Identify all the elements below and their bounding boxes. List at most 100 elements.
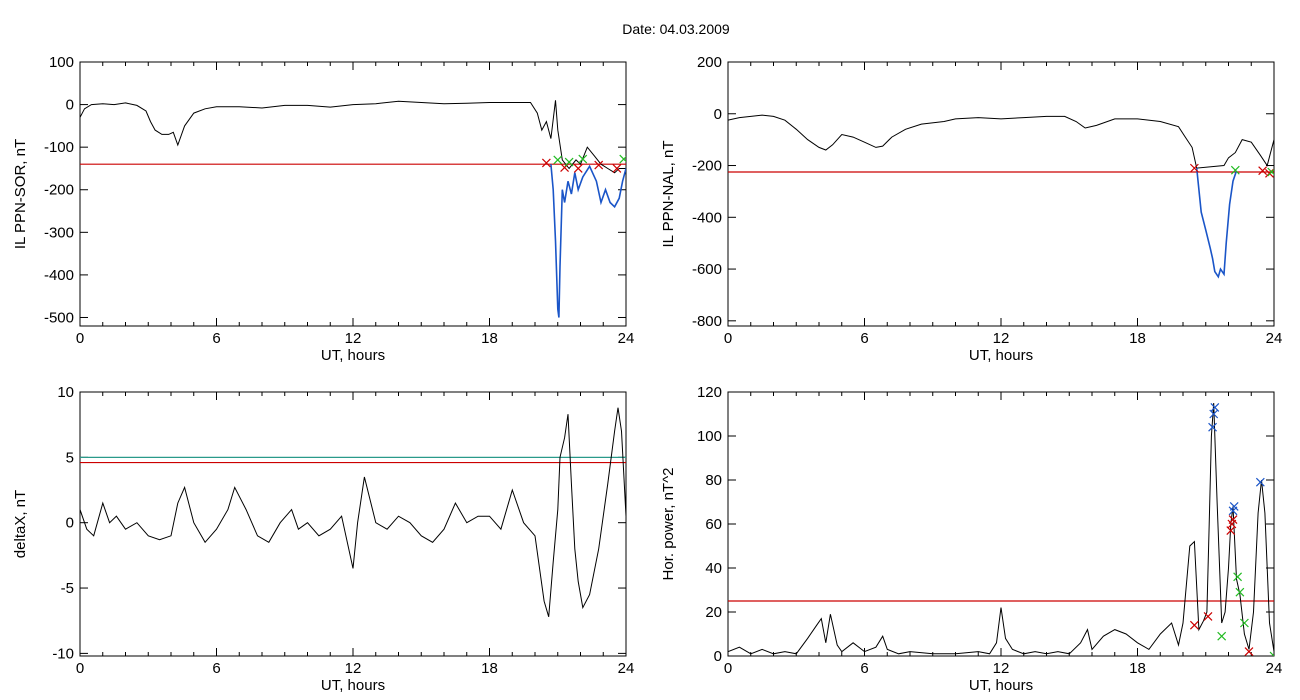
marker-green (1267, 167, 1274, 177)
plot-area (728, 402, 1274, 656)
marker-green (619, 154, 626, 164)
marker-green (1235, 587, 1245, 597)
marker-red (560, 163, 569, 173)
y-tick-label: 100 (49, 54, 74, 71)
y-tick-label: 120 (697, 384, 722, 401)
x-tick-label: 18 (1129, 660, 1146, 677)
y-tick-label: -10 (52, 645, 74, 662)
x-tick-label: 24 (618, 330, 635, 347)
plot-area (80, 100, 626, 318)
y-tick-label: 80 (705, 472, 722, 489)
x-tick-label: 12 (993, 660, 1010, 677)
marker-green (1240, 618, 1249, 628)
plot-frame (727, 391, 1275, 657)
y-tick-label: 0 (66, 515, 74, 532)
x-tick-label: 6 (212, 330, 220, 347)
x-axis-label: UT, hours (321, 347, 385, 364)
x-tick-label: 12 (345, 660, 362, 677)
marker-blue (1255, 477, 1265, 487)
series-line-blue (1195, 168, 1238, 279)
x-tick-label: 0 (76, 330, 84, 347)
x-tick-label: 6 (860, 330, 868, 347)
marker-green (553, 155, 563, 165)
y-tick-label: 0 (714, 648, 722, 665)
y-tick-label: 0 (714, 106, 722, 123)
y-tick-label: 100 (697, 428, 722, 445)
chart-panel-4: 0 6 12 18 24 0 20 40 60 80 100 120 UT, hours Hor. pow… (660, 384, 1282, 694)
series-line-black (80, 100, 626, 174)
chart-panel-2: 0 6 12 18 24 200 0 -200 -400 -600 -800 UT, hours IL … (660, 54, 1282, 364)
y-tick-label: -400 (692, 209, 722, 226)
y-tick-label: -400 (44, 267, 74, 284)
plot-area (728, 114, 1274, 279)
x-tick-label: 24 (1266, 660, 1283, 677)
plot-area (80, 407, 626, 617)
y-tick-label: -200 (692, 158, 722, 175)
x-tick-label: 24 (1266, 330, 1283, 347)
y-tick-label: -5 (61, 580, 74, 597)
y-axis-label: deltaX, nT (12, 490, 29, 558)
marker-red (1189, 163, 1199, 173)
chart-panel-3: 0 6 12 18 24 10 5 0 -5 -10 UT, hours deltaX, nT (12, 384, 634, 694)
x-tick-label: 6 (212, 660, 220, 677)
y-tick-label: 5 (66, 449, 74, 466)
x-tick-label: 18 (481, 330, 498, 347)
y-axis-label: Hor. power, nT^2 (660, 468, 677, 581)
y-tick-label: 10 (57, 384, 74, 401)
y-tick-label: -200 (44, 182, 74, 199)
y-tick-label: -300 (44, 224, 74, 241)
marker-green (1233, 572, 1243, 582)
y-tick-label: 40 (705, 560, 722, 577)
series-line-black (728, 402, 1274, 655)
plot-frame (79, 61, 627, 327)
x-axis-label: UT, hours (969, 347, 1033, 364)
y-tick-label: 0 (66, 97, 74, 114)
marker-red (541, 158, 551, 168)
y-tick-label: -800 (692, 313, 722, 330)
x-tick-label: 12 (993, 330, 1010, 347)
chart-panel-1: 0 6 12 18 24 100 0 -100 -200 -300 -400 -500 UT, hour… (12, 54, 634, 364)
y-axis-label: IL PPN-NAL, nT (660, 141, 677, 248)
marker-green (1217, 631, 1227, 641)
y-tick-label: 60 (705, 516, 722, 533)
series-line-black (80, 407, 626, 617)
y-tick-label: -500 (44, 309, 74, 326)
marker-red (573, 164, 583, 173)
x-axis-label: UT, hours (321, 677, 385, 694)
marker-blue (1229, 501, 1239, 511)
y-axis-label: IL PPN-SOR, nT (12, 139, 29, 249)
marker-green (1230, 165, 1240, 175)
x-tick-label: 6 (860, 660, 868, 677)
marker-red (612, 164, 622, 173)
marker-red (1203, 611, 1213, 621)
x-tick-label: 12 (345, 330, 362, 347)
series-line-blue (550, 164, 626, 318)
page-title: Date: 04.03.2009 (622, 21, 730, 37)
marker-blue (1208, 422, 1217, 432)
marker-green (578, 154, 588, 164)
marker-red (594, 160, 604, 170)
x-tick-label: 18 (481, 660, 498, 677)
marker-red (1265, 168, 1274, 178)
x-tick-label: 0 (724, 330, 732, 347)
y-tick-label: 200 (697, 54, 722, 71)
y-tick-label: 20 (705, 604, 722, 621)
y-tick-label: -100 (44, 139, 74, 156)
x-axis-label: UT, hours (969, 677, 1033, 694)
marker-green (564, 157, 574, 167)
x-tick-label: 0 (724, 660, 732, 677)
x-tick-label: 18 (1129, 330, 1146, 347)
x-tick-label: 0 (76, 660, 84, 677)
marker-red (1244, 647, 1254, 656)
marker-red (1258, 166, 1268, 176)
series-line-black (728, 114, 1274, 169)
y-tick-label: -600 (692, 261, 722, 278)
plot-frame (727, 61, 1275, 327)
marker-green (1269, 651, 1274, 656)
plot-frame (79, 391, 627, 657)
marker-red (1189, 620, 1199, 630)
marker-red (1228, 515, 1238, 525)
marker-blue (1210, 402, 1220, 412)
